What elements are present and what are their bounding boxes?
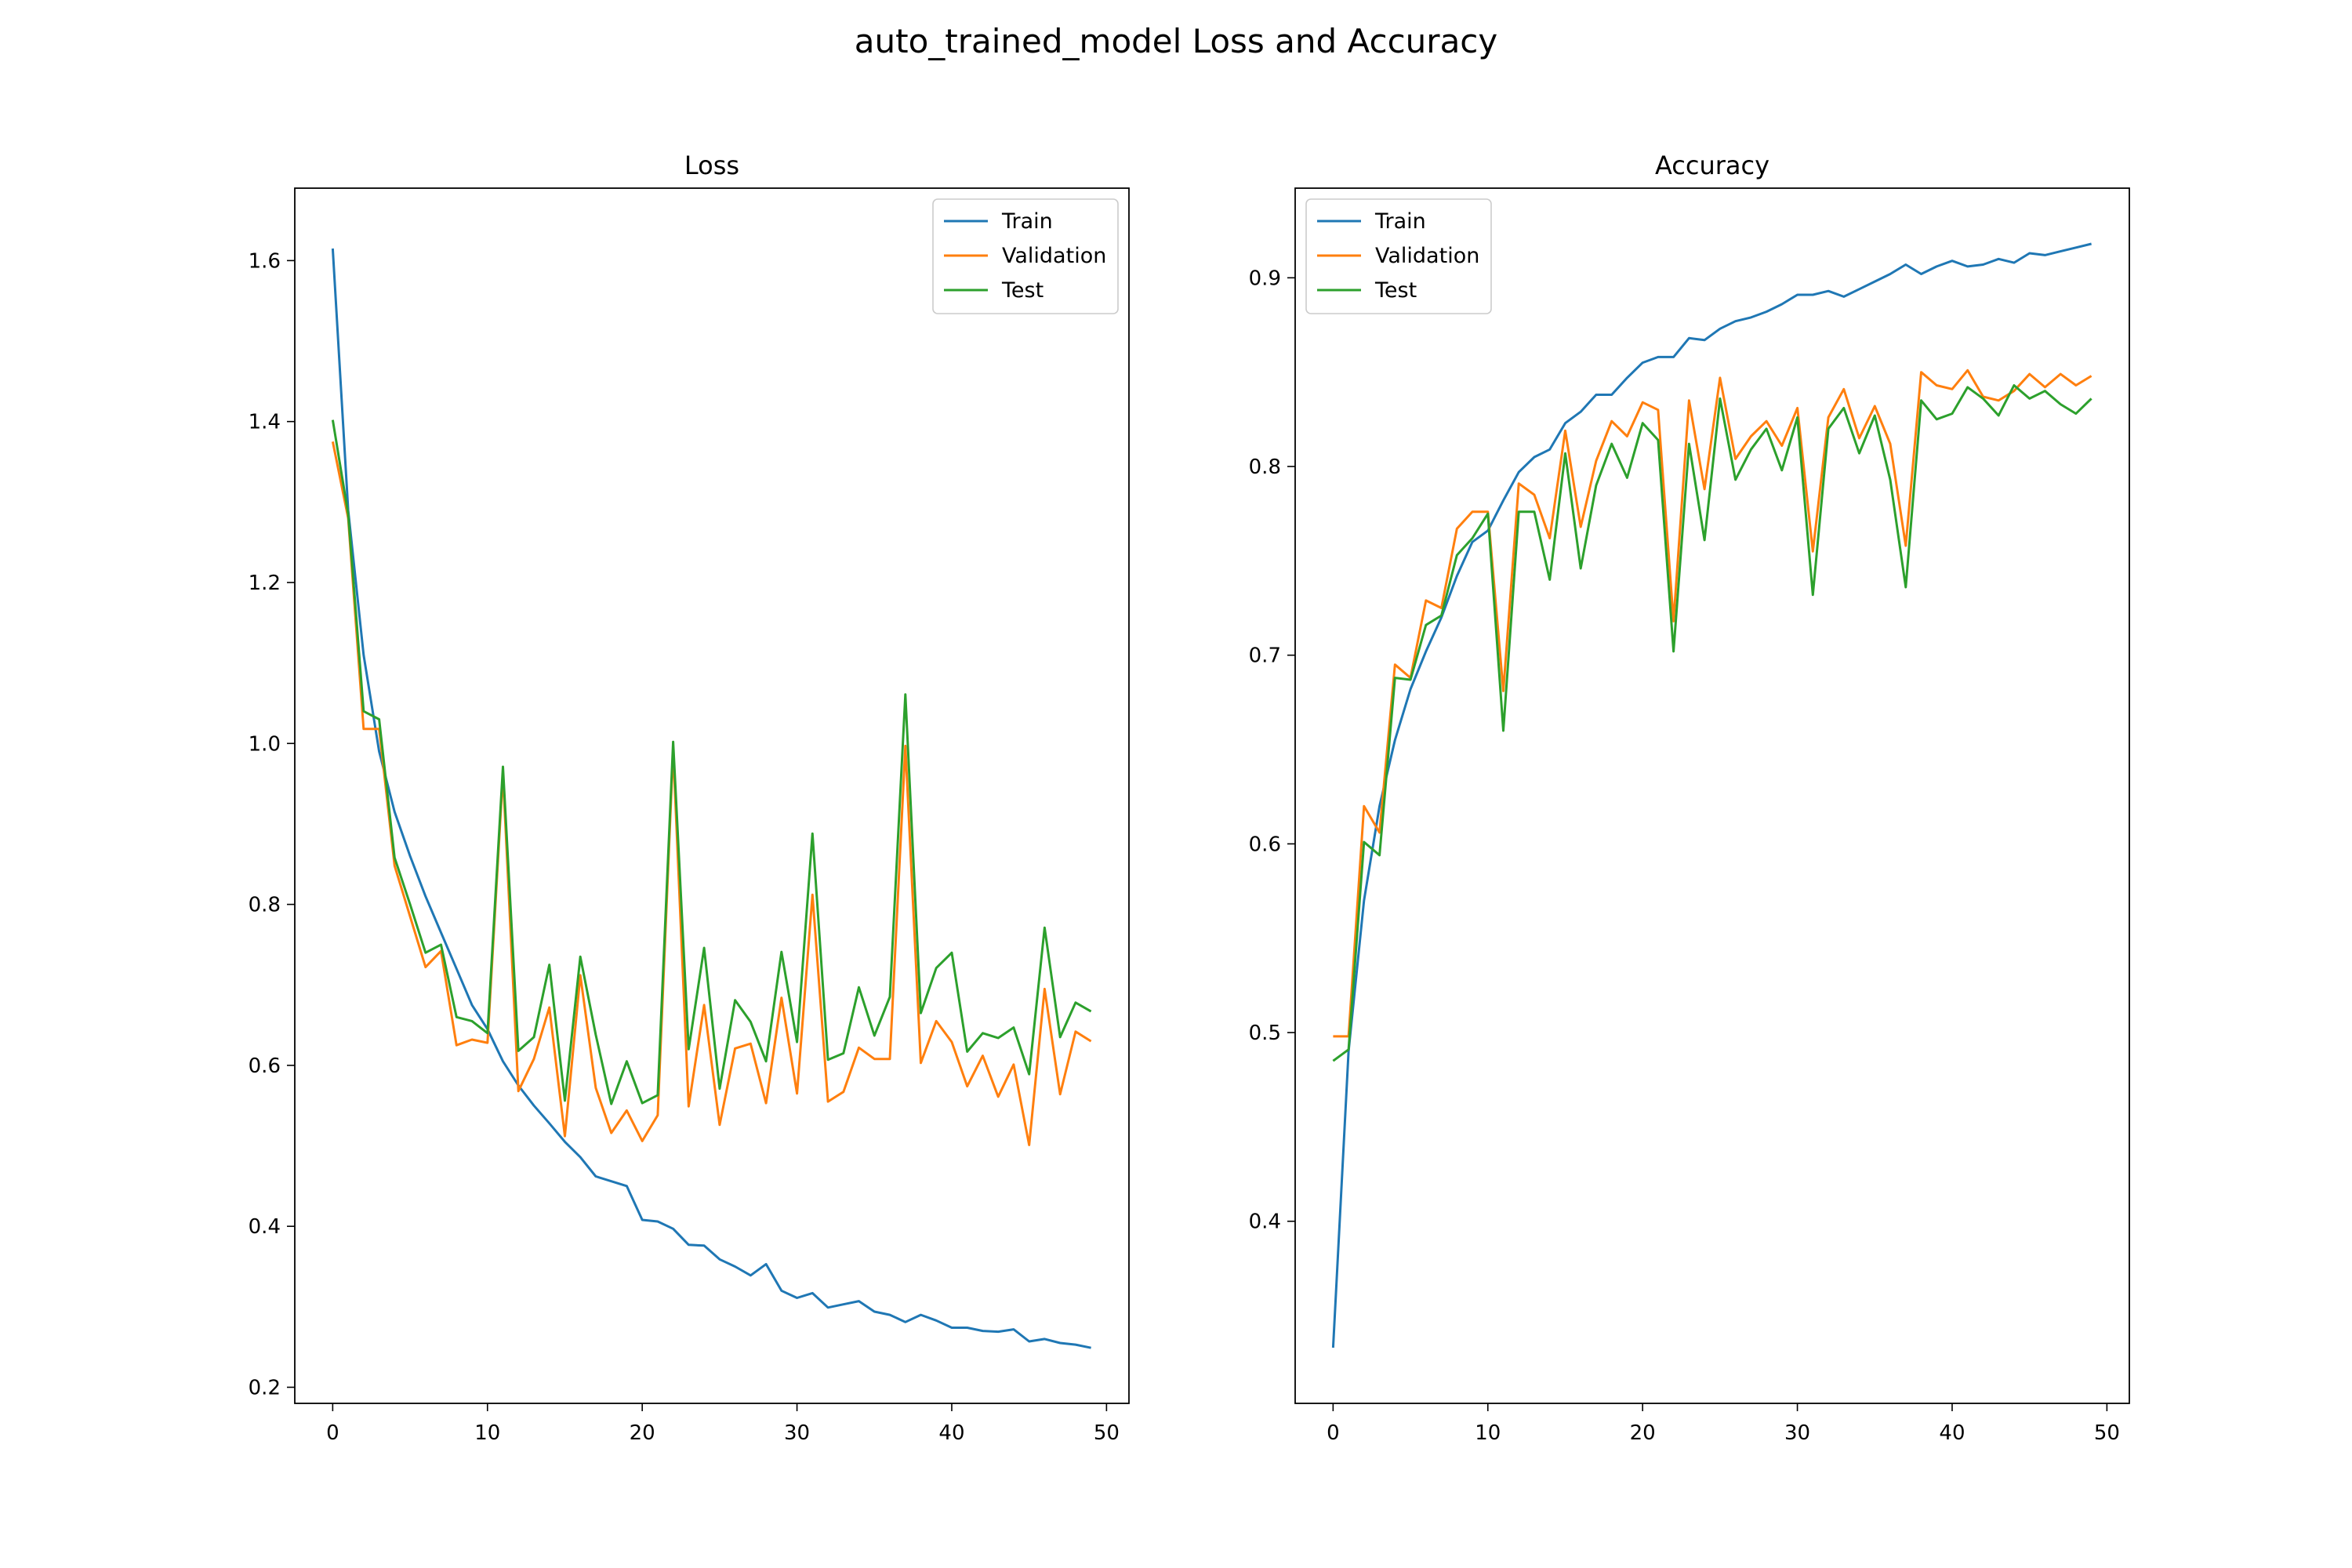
y-tick-label: 1.0 (249, 732, 281, 756)
x-tick-label: 10 (1475, 1421, 1501, 1445)
x-tick-label: 0 (326, 1421, 339, 1445)
legend-label: Validation (1375, 244, 1479, 268)
x-tick-label: 10 (474, 1421, 500, 1445)
series-line-test (1332, 384, 2092, 1062)
legend: Train Validation Test (1305, 198, 1492, 314)
y-tick-label: 0.6 (1249, 833, 1281, 856)
x-tick-label: 30 (784, 1421, 810, 1445)
x-tick-label: 50 (2094, 1421, 2120, 1445)
y-tick-label: 0.2 (249, 1376, 281, 1399)
series-line-train (331, 248, 1091, 1349)
legend-label: Validation (1002, 244, 1106, 268)
y-tick-label: 0.7 (1249, 644, 1281, 668)
axes-frame (294, 187, 1130, 1404)
y-tick-label: 0.9 (1249, 267, 1281, 290)
y-tick-label: 0.5 (1249, 1022, 1281, 1045)
plot-title: Accuracy (1655, 151, 1769, 180)
plot-title: Loss (684, 151, 739, 180)
y-tick-label: 0.4 (249, 1215, 281, 1239)
x-tick-label: 20 (1630, 1421, 1656, 1445)
legend-label: Test (1001, 278, 1044, 303)
legend-label: Train (1001, 209, 1053, 234)
y-tick-label: 0.4 (1249, 1210, 1281, 1234)
y-tick-label: 1.4 (249, 411, 281, 434)
x-tick-label: 20 (630, 1421, 655, 1445)
x-tick-label: 40 (1939, 1421, 1965, 1445)
series-line-validation (331, 441, 1092, 1146)
series-line-validation (1333, 368, 2092, 1038)
legend-box (932, 198, 1119, 314)
x-tick-label: 50 (1094, 1421, 1120, 1445)
y-tick-label: 0.8 (249, 894, 281, 917)
x-tick-label: 0 (1327, 1421, 1340, 1445)
y-tick-label: 0.6 (249, 1054, 281, 1078)
legend-label: Test (1374, 278, 1417, 303)
accuracy-chart: Accuracy 0 10 20 30 40 50 0.4 0.5 0.6 0.7 0.8 0.9 Tra… (1249, 151, 2130, 1445)
legend: Train Validation Test (932, 198, 1119, 314)
figure-title: auto_trained_model Loss and Accuracy (854, 22, 1498, 60)
x-tick-label: 30 (1784, 1421, 1810, 1445)
y-tick-label: 0.8 (1249, 456, 1281, 479)
series-line-test (331, 419, 1092, 1105)
y-tick-label: 1.6 (249, 249, 281, 273)
legend-label: Train (1374, 209, 1426, 234)
series-line-train (1331, 242, 2092, 1348)
x-tick-label: 40 (938, 1421, 964, 1445)
y-tick-label: 1.2 (249, 572, 281, 595)
axes-frame (1294, 187, 2130, 1404)
loss-chart: Loss 0 10 20 30 40 50 0.2 0.4 0.6 0.8 1.0 1.2 1.4 1.6 T… (249, 151, 1130, 1445)
legend-box (1305, 198, 1492, 314)
